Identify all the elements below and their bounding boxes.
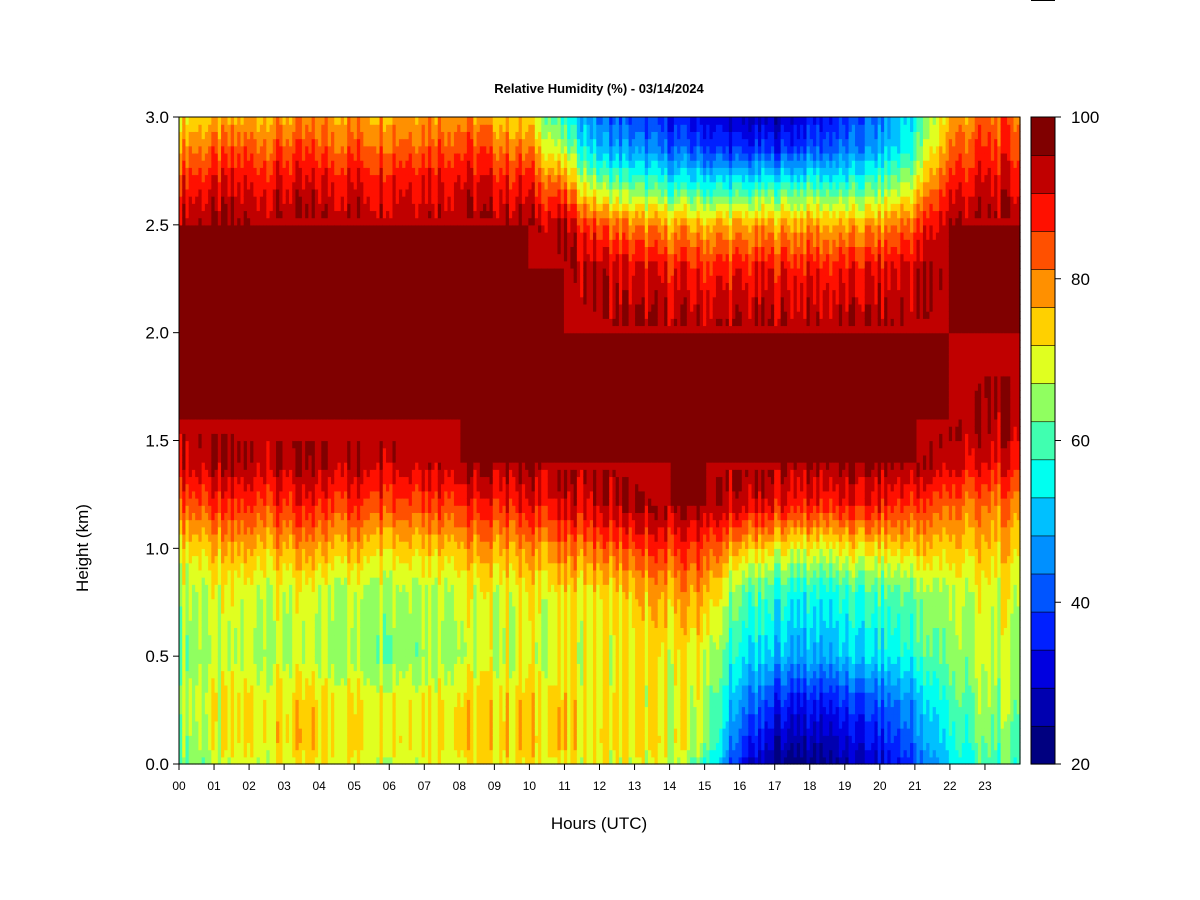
heatmap — [179, 117, 1021, 765]
chart-title: Relative Humidity (%) - 03/14/2024 — [494, 81, 704, 96]
